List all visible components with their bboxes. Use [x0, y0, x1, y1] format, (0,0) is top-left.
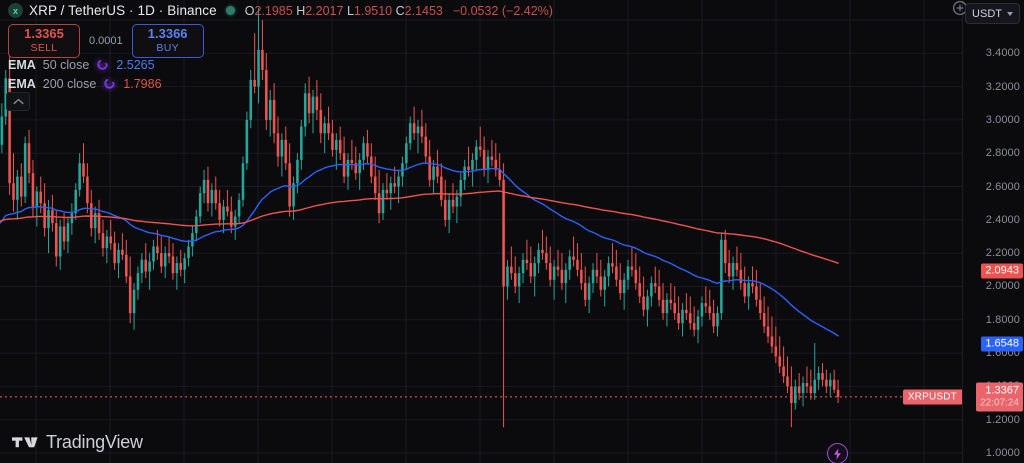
ohlc-high-key: H: [296, 3, 306, 18]
indicator-row-ema200[interactable]: EMA 200 close 1.7986: [8, 74, 162, 93]
indicator-row-ema50[interactable]: EMA 50 close 2.5265: [8, 55, 162, 74]
ohlc-values: O2.1985 H2.2017 L1.9510 C2.1453: [245, 4, 443, 18]
buy-label: BUY: [156, 41, 179, 54]
ohlc-open-key: O: [244, 3, 255, 18]
spread-value: 0.0001: [89, 35, 123, 47]
buy-button[interactable]: 1.3366 BUY: [131, 24, 204, 58]
tradingview-logo-icon: [12, 437, 38, 448]
symbol-title: XRP / TetherUS · 1D · Binance: [29, 3, 217, 18]
ema200-badge: 2.0943: [981, 263, 1023, 279]
currency-select-label: USDT: [972, 7, 1002, 20]
ema200-name: EMA: [8, 76, 36, 91]
chart-grid: [0, 0, 962, 463]
price-axis-tick: 1.8000: [985, 313, 1020, 326]
chevron-up-icon: [12, 98, 24, 105]
ema200-params: 200 close: [42, 76, 97, 91]
ohlc-low-key: L: [346, 3, 354, 18]
price-axis-tick: 1.2000: [985, 413, 1020, 426]
lightning-bolt-badge[interactable]: [827, 443, 848, 463]
market-status-dot-icon: [225, 6, 235, 15]
bar-countdown: 22:07:24: [980, 397, 1019, 409]
sell-label: SELL: [30, 41, 58, 54]
price-axis-tick: 2.4000: [985, 213, 1020, 226]
ohlc-low-value: 1.9510: [353, 3, 393, 18]
buy-price: 1.3366: [147, 26, 188, 41]
loading-spinner-icon: [97, 59, 108, 70]
symbol-logo-icon: x: [8, 3, 23, 18]
trade-strip: 1.3365 SELL 0.0001 1.3366 BUY: [8, 24, 204, 58]
ema50-params: 50 close: [42, 57, 90, 72]
ema50-name: EMA: [8, 57, 36, 72]
price-axis-tick: 2.2000: [985, 247, 1020, 260]
sell-button[interactable]: 1.3365 SELL: [8, 24, 80, 58]
ohlc-close-value: 2.1453: [404, 3, 443, 18]
last-price-value: 1.3367: [985, 384, 1019, 397]
price-axis-tick: 2.6000: [985, 180, 1020, 193]
ohlc-close-key: C: [395, 3, 405, 18]
currency-select[interactable]: USDT: [965, 3, 1020, 24]
lightning-bolt-icon: [834, 447, 841, 460]
price-axis-tick: 3.2000: [985, 80, 1020, 93]
ema50-badge: 1.6548: [981, 336, 1023, 352]
last-price-badge: 1.3367 22:07:24: [976, 382, 1023, 412]
ohlc-high-value: 2.2017: [305, 3, 344, 18]
chevron-down-icon: [1007, 11, 1013, 16]
chart-plot-area[interactable]: [0, 0, 962, 463]
symbol-legend[interactable]: x XRP / TetherUS · 1D · Binance O2.1985 …: [8, 3, 553, 18]
loading-spinner-icon: [104, 78, 115, 89]
tradingview-watermark: TradingView: [12, 432, 143, 453]
collapse-legend-button[interactable]: [6, 92, 30, 111]
ohlc-open-value: 2.1985: [254, 3, 293, 18]
price-axis-tick: 2.8000: [985, 147, 1020, 160]
indicator-legend: EMA 50 close 2.5265 EMA 200 close 1.7986: [8, 55, 162, 93]
price-change: −0.0532 (−2.42%): [452, 3, 553, 18]
candlestick-chart: [0, 8, 962, 428]
price-axis-tick: 3.0000: [985, 113, 1020, 126]
price-axis-tick: 2.0000: [985, 280, 1020, 293]
ema200-value: 1.7986: [123, 76, 162, 91]
price-axis-tick: 1.0000: [985, 447, 1020, 459]
ema50-value: 2.5265: [116, 57, 155, 72]
symbol-price-tag: XRPUSDT: [902, 389, 962, 405]
sell-price: 1.3365: [24, 26, 64, 41]
watermark-text: TradingView: [46, 432, 143, 452]
price-axis-tick: 3.4000: [985, 47, 1020, 60]
price-axis[interactable]: 3.60003.40003.20003.00002.80002.60002.40…: [962, 0, 1024, 463]
